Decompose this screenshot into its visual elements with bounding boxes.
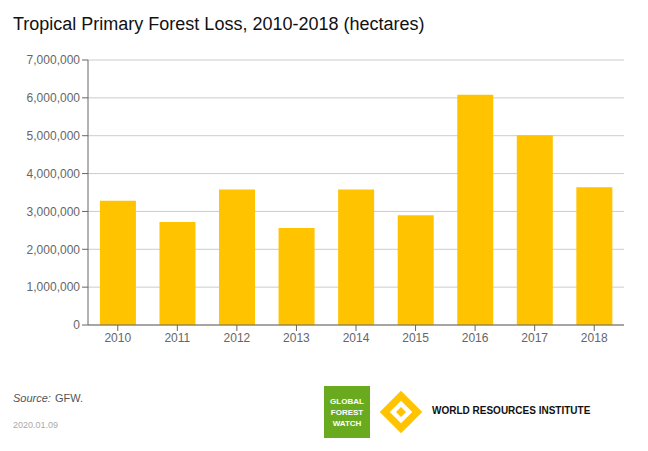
svg-text:2011: 2011: [164, 331, 190, 345]
svg-text:7,000,000: 7,000,000: [27, 53, 81, 67]
svg-text:2,000,000: 2,000,000: [27, 243, 81, 257]
html-text:GLOBAL: GLOBAL: [330, 396, 364, 406]
svg-text:2012: 2012: [224, 331, 251, 345]
svg-text:2018: 2018: [581, 331, 608, 345]
html-text:Tropical Primary Forest Loss,: Tropical Primary Forest Loss, 2010-2018 …: [13, 14, 425, 34]
svg-text:5,000,000: 5,000,000: [27, 129, 81, 143]
html-text:FOREST: FOREST: [330, 407, 364, 417]
svg-text:2017: 2017: [521, 331, 548, 345]
svg-text:2015: 2015: [402, 331, 429, 345]
html-text:Source: GFW.: Source: GFW.: [13, 392, 83, 404]
svg-text:2013: 2013: [283, 331, 310, 345]
html-text:WORLD RESOURCES INSTITUTE: WORLD RESOURCES INSTITUTE: [432, 405, 591, 416]
svg-text:1,000,000: 1,000,000: [27, 280, 81, 294]
svg-text:6,000,000: 6,000,000: [27, 91, 81, 105]
svg-text:2010: 2010: [104, 331, 131, 345]
svg-text:4,000,000: 4,000,000: [27, 167, 81, 181]
svg-text:0: 0: [73, 318, 80, 332]
html-text:2020.01.09: 2020.01.09: [13, 420, 58, 430]
svg-text:2014: 2014: [343, 331, 370, 345]
svg-text:2016: 2016: [462, 331, 489, 345]
svg-text:3,000,000: 3,000,000: [27, 205, 81, 219]
html-text:WATCH: WATCH: [332, 418, 362, 428]
